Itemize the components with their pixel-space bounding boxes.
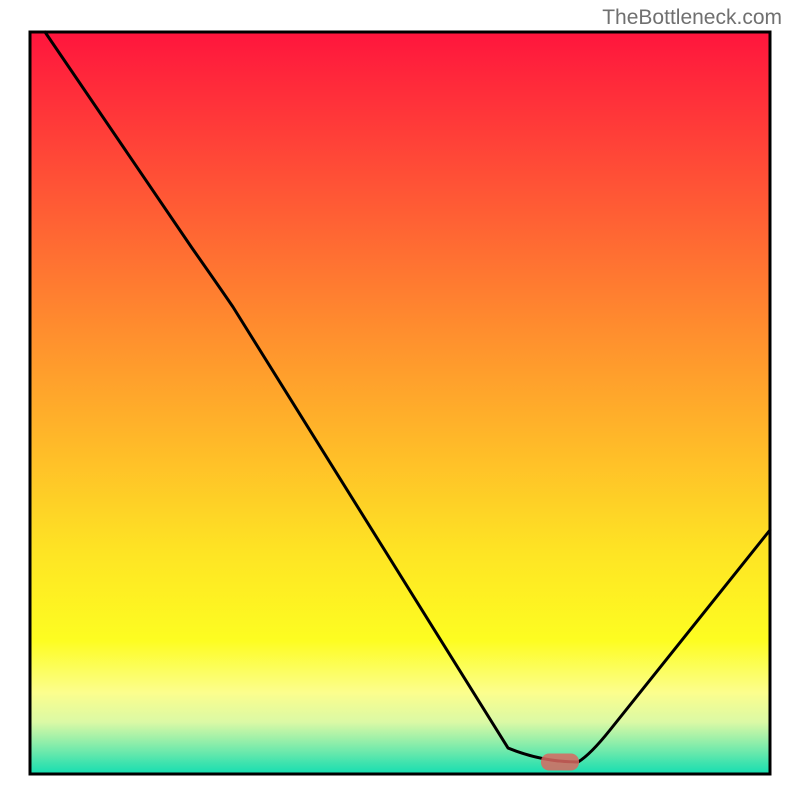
- plot-area: [30, 32, 770, 774]
- chart-container: TheBottleneck.com: [0, 0, 800, 800]
- optimal-marker: [541, 754, 579, 771]
- watermark-text: TheBottleneck.com: [602, 6, 782, 30]
- chart-svg: [0, 0, 800, 800]
